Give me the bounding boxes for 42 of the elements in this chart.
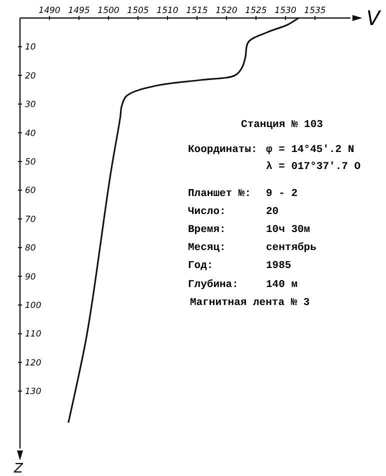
annotation: сентябрь (266, 242, 316, 254)
y-tick-label: 20 (25, 71, 36, 82)
y-tick-label: 30 (25, 100, 36, 110)
x-tick-label: 1495 (68, 6, 90, 16)
y-tick-label: 80 (25, 244, 36, 254)
annotation: λ = 017°37′.7 O (266, 161, 361, 173)
annotation: Магнитная лента № 3 (190, 297, 310, 309)
y-tick-label: 40 (25, 128, 36, 139)
x-tick-label: 1520 (216, 6, 238, 16)
annotation: Глубина: (188, 279, 238, 291)
y-tick-label: 110 (25, 330, 42, 340)
y-tick-label: 120 (25, 358, 42, 368)
x-tick-label: 1530 (274, 6, 296, 16)
annotation: Координаты: (188, 144, 258, 156)
annotation: 20 (266, 206, 279, 218)
annotation: Число: (188, 206, 226, 218)
y-tick-label: 50 (25, 158, 36, 168)
annotation: 9 - 2 (266, 188, 298, 200)
annotation: Год: (188, 260, 214, 272)
x-tick-label: 1515 (186, 6, 208, 16)
annotation: Станция № 103 (241, 119, 323, 131)
annotation: Месяц: (188, 242, 226, 254)
annotation: 140 м (266, 279, 298, 291)
annotation: 1985 (266, 260, 292, 272)
x-tick-label: 1510 (156, 6, 178, 16)
x-tick-label: 1535 (304, 6, 326, 16)
x-tick-label: 1500 (98, 6, 120, 16)
y-tick-label: 130 (25, 387, 42, 398)
y-tick-label: 70 (25, 214, 36, 225)
annotation: 10ч 30м (266, 224, 310, 236)
y-axis-title: Z (13, 462, 24, 476)
annotation: Время: (188, 224, 226, 236)
y-tick-label: 10 (25, 42, 36, 53)
y-tick-label: 90 (25, 272, 36, 282)
y-tick-label: 100 (25, 301, 42, 311)
annotation: Планшет №: (188, 188, 252, 200)
x-tick-label: 1525 (245, 6, 267, 16)
x-tick-label: 1505 (127, 6, 149, 16)
y-tick-label: 60 (25, 186, 36, 196)
x-axis-title: V (366, 6, 382, 30)
annotation: φ = 14°45′.2 N (266, 144, 354, 156)
x-tick-label: 1490 (38, 6, 60, 16)
